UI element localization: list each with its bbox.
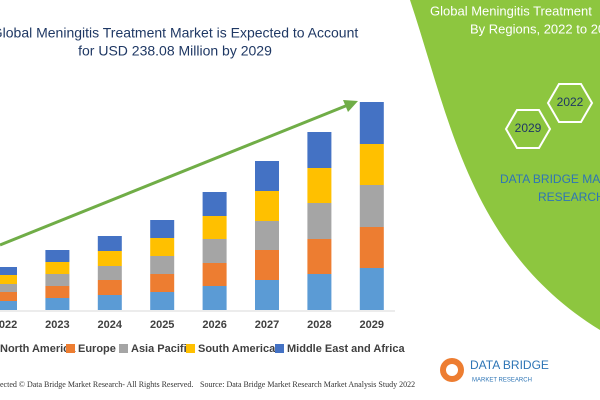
bar-segment: [97, 251, 122, 266]
bar-segment: [202, 286, 227, 310]
x-tick-label: 2029: [360, 319, 384, 331]
bar-segment: [97, 295, 122, 310]
bar-segment: [0, 292, 17, 301]
hexagon: [546, 83, 594, 123]
logo-text: DATA BRIDGE: [470, 358, 549, 372]
bar-segment: [45, 250, 70, 262]
bar-segment: [255, 280, 279, 310]
bar-segment: [202, 239, 227, 263]
bar-segment: [150, 274, 175, 292]
bar-segment: [202, 192, 227, 216]
bar-segment: [359, 102, 384, 144]
bar-segment: [45, 286, 70, 298]
x-tick-label: 2026: [202, 319, 226, 331]
bar-segment: [150, 220, 175, 238]
bar-segment: [255, 191, 279, 221]
trend-arrow: [0, 103, 349, 247]
legend-label: South America: [198, 343, 276, 355]
x-tick-label: 2027: [255, 319, 279, 331]
legend-swatch: [66, 344, 75, 353]
logo-mark: [446, 364, 458, 376]
source: Source: Data Bridge Market Research Mark…: [200, 380, 415, 389]
bar-segment: [307, 274, 332, 310]
bar-segment: [255, 221, 279, 250]
bar-segment: [150, 256, 175, 274]
bar-segment: [359, 144, 384, 185]
legend-swatch: [275, 344, 284, 353]
chart-title: Global Meningitis Treatment Market is Ex…: [0, 25, 358, 41]
bar-segment: [150, 238, 175, 256]
bar-segment: [0, 301, 17, 310]
x-tick-label: 2022: [0, 319, 17, 331]
bar-segment: [359, 268, 384, 310]
hexagon: [504, 109, 552, 149]
legend-label: North America: [0, 343, 76, 355]
bar-segment: [307, 168, 332, 203]
bar-segment: [97, 280, 122, 295]
bar-segment: [45, 262, 70, 274]
bar-segment: [45, 274, 70, 286]
trend-arrowhead: [343, 100, 358, 112]
bar-segment: [307, 239, 332, 274]
bar-segment: [359, 227, 384, 268]
legend-swatch: [119, 344, 128, 353]
side-title: Global Meningitis Treatment: [430, 3, 592, 18]
x-tick-label: 2025: [150, 319, 174, 331]
bar-segment: [359, 185, 384, 227]
bar-segment: [0, 275, 17, 284]
bar-segment: [45, 298, 70, 310]
copyright: ected © Data Bridge Market Research- All…: [0, 380, 193, 389]
brand-text: RESEARCH: [538, 190, 600, 204]
hexagon-label: 2022: [557, 95, 584, 109]
side-panel-bg: [410, 0, 600, 330]
bar-segment: [150, 292, 175, 310]
x-tick-label: 2028: [307, 319, 331, 331]
legend-label: Middle East and Africa: [287, 343, 405, 355]
bar-segment: [307, 203, 332, 239]
legend-label: Europe: [78, 343, 116, 355]
logo-subtext: MARKET RESEARCH: [472, 378, 532, 384]
side-title: By Regions, 2022 to 20: [470, 21, 600, 36]
brand-text: DATA BRIDGE MA: [500, 172, 600, 186]
x-tick-label: 2023: [45, 319, 69, 331]
bar-segment: [202, 216, 227, 239]
legend-swatch: [186, 344, 195, 353]
bar-segment: [97, 236, 122, 251]
bar-segment: [255, 250, 279, 280]
bar-segment: [307, 132, 332, 168]
bar-segment: [0, 267, 17, 275]
bar-segment: [97, 266, 122, 280]
hexagon-label: 2029: [515, 121, 542, 135]
legend-label: Asia Pacific: [131, 343, 193, 355]
bar-segment: [255, 161, 279, 191]
bar-segment: [202, 263, 227, 286]
bar-segment: [0, 284, 17, 292]
x-tick-label: 2024: [98, 319, 123, 331]
chart-title: for USD 238.08 Million by 2029: [78, 43, 272, 59]
